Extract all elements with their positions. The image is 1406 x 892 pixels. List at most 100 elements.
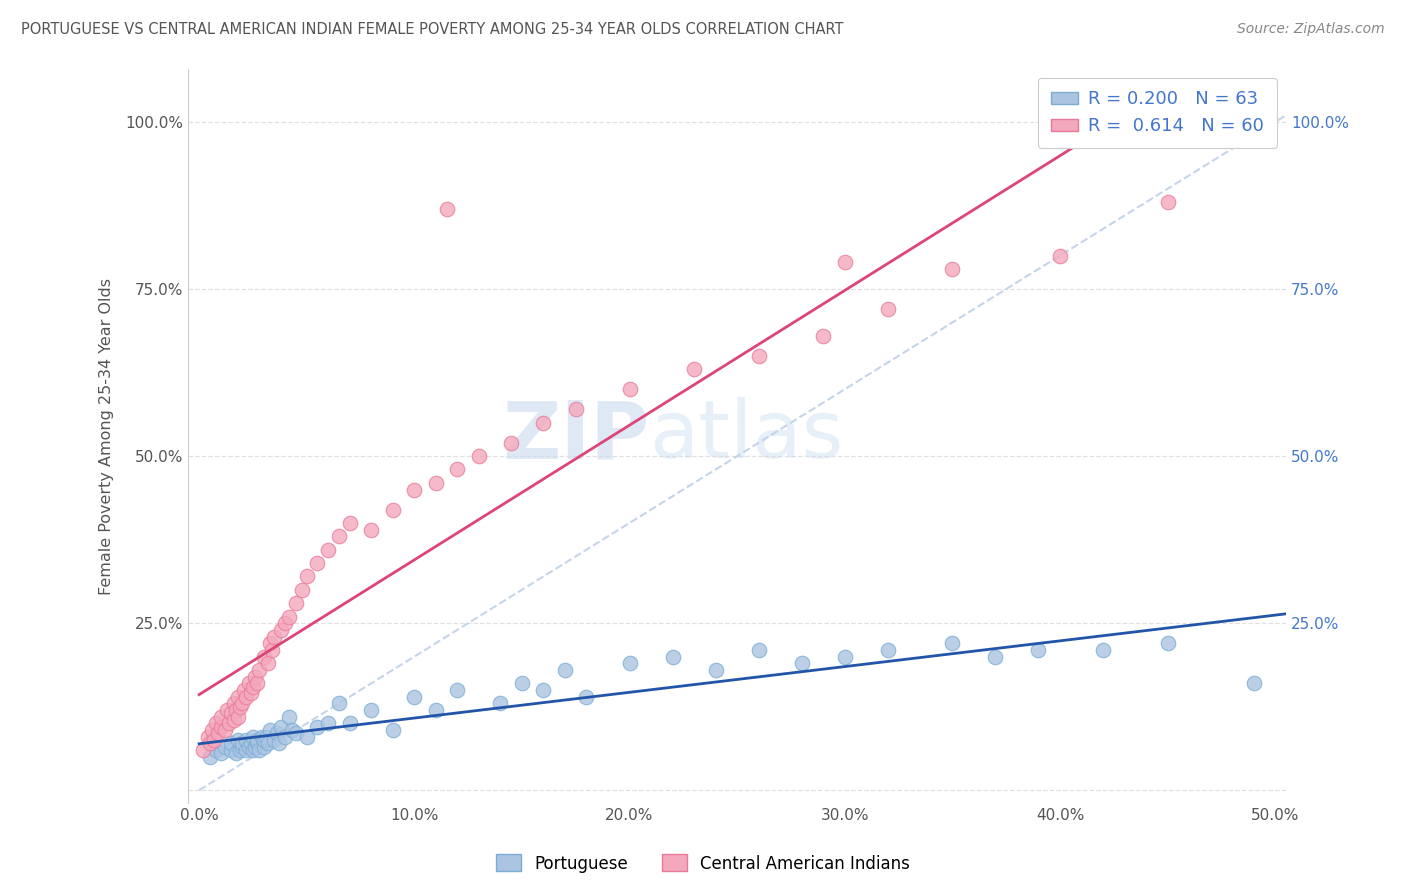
Point	[619, 382, 641, 396]
Point	[834, 255, 856, 269]
Text: PORTUGUESE VS CENTRAL AMERICAN INDIAN FEMALE POVERTY AMONG 25-34 YEAR OLDS CORRE: PORTUGUESE VS CENTRAL AMERICAN INDIAN FE…	[21, 22, 844, 37]
Point	[360, 523, 382, 537]
Point	[259, 723, 281, 738]
Point	[404, 690, 426, 704]
Point	[198, 749, 221, 764]
Point	[229, 743, 252, 757]
Point	[328, 529, 350, 543]
Point	[295, 730, 318, 744]
Point	[242, 743, 264, 757]
Point	[1243, 676, 1265, 690]
Point	[197, 730, 219, 744]
Point	[253, 649, 276, 664]
Point	[270, 623, 292, 637]
Point	[489, 697, 512, 711]
Point	[263, 733, 285, 747]
Point	[231, 697, 253, 711]
Legend: R = 0.200   N = 63, R =  0.614   N = 60: R = 0.200 N = 63, R = 0.614 N = 60	[1038, 78, 1277, 148]
Point	[307, 556, 329, 570]
Point	[280, 723, 302, 738]
Point	[246, 733, 269, 747]
Point	[381, 502, 404, 516]
Point	[446, 462, 468, 476]
Point	[246, 736, 269, 750]
Point	[233, 683, 256, 698]
Point	[510, 676, 533, 690]
Point	[202, 733, 225, 747]
Point	[270, 720, 292, 734]
Point	[247, 743, 270, 757]
Point	[209, 747, 232, 761]
Point	[214, 739, 236, 754]
Point	[1028, 643, 1050, 657]
Point	[316, 542, 339, 557]
Point	[1156, 195, 1178, 210]
Text: ZIP: ZIP	[502, 397, 650, 475]
Point	[790, 657, 813, 671]
Point	[266, 726, 288, 740]
Point	[575, 690, 598, 704]
Point	[257, 657, 280, 671]
Point	[239, 686, 262, 700]
Point	[231, 736, 253, 750]
Point	[876, 302, 898, 317]
Point	[984, 649, 1007, 664]
Point	[339, 516, 361, 530]
Point	[941, 636, 963, 650]
Point	[239, 736, 262, 750]
Point	[259, 636, 281, 650]
Point	[291, 582, 314, 597]
Point	[748, 349, 770, 363]
Point	[1049, 249, 1071, 263]
Point	[253, 733, 276, 747]
Point	[214, 723, 236, 738]
Point	[257, 736, 280, 750]
Point	[226, 710, 249, 724]
Point	[360, 703, 382, 717]
Point	[381, 723, 404, 738]
Point	[404, 483, 426, 497]
Point	[226, 733, 249, 747]
Point	[250, 730, 273, 744]
Point	[533, 683, 555, 698]
Point	[221, 736, 243, 750]
Point	[446, 683, 468, 698]
Point	[262, 643, 284, 657]
Point	[704, 663, 727, 677]
Point	[243, 670, 266, 684]
Point	[533, 416, 555, 430]
Point	[226, 690, 249, 704]
Point	[235, 690, 257, 704]
Point	[274, 616, 297, 631]
Point	[813, 328, 835, 343]
Point	[209, 720, 232, 734]
Point	[307, 720, 329, 734]
Point	[231, 739, 253, 754]
Point	[564, 402, 586, 417]
Y-axis label: Female Poverty Among 25-34 Year Olds: Female Poverty Among 25-34 Year Olds	[100, 277, 114, 595]
Point	[242, 730, 264, 744]
Point	[238, 676, 260, 690]
Point	[554, 663, 576, 677]
Point	[193, 743, 215, 757]
Point	[217, 703, 239, 717]
Point	[225, 747, 247, 761]
Point	[278, 710, 301, 724]
Point	[425, 475, 447, 490]
Point	[328, 697, 350, 711]
Point	[218, 716, 240, 731]
Point	[254, 730, 277, 744]
Point	[619, 657, 641, 671]
Point	[834, 649, 856, 664]
Text: atlas: atlas	[650, 397, 844, 475]
Point	[278, 609, 301, 624]
Point	[468, 449, 491, 463]
Point	[436, 202, 458, 216]
Point	[235, 733, 257, 747]
Point	[222, 697, 245, 711]
Point	[661, 649, 683, 664]
Point	[242, 680, 264, 694]
Point	[876, 643, 898, 657]
Point	[267, 736, 290, 750]
Point	[748, 643, 770, 657]
